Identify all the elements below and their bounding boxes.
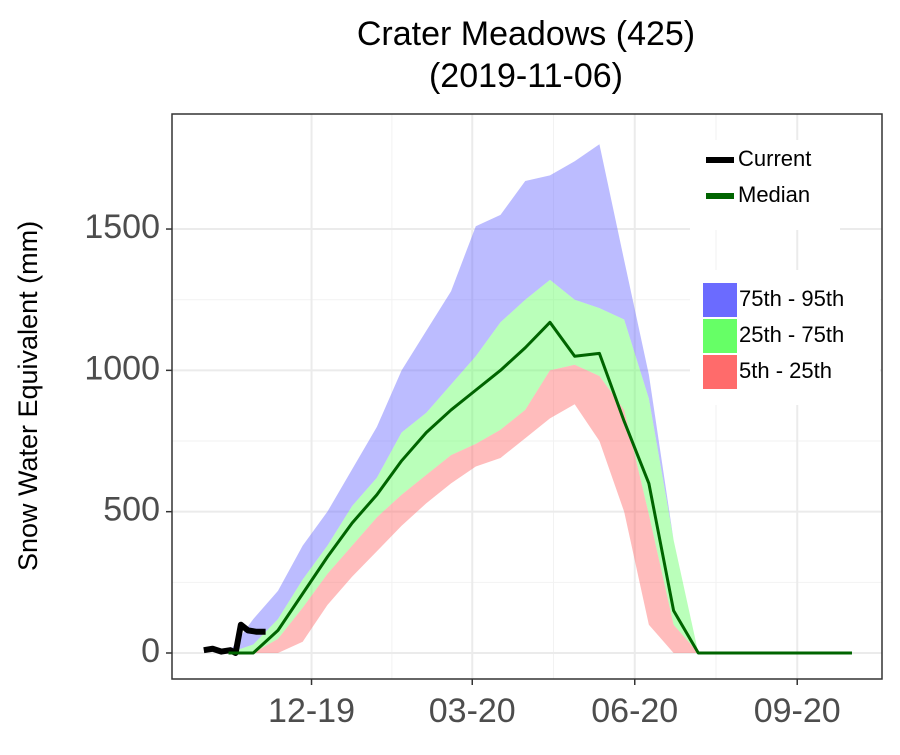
y-tick-label: 500 [103, 491, 160, 529]
chart-title: Crater Meadows (425) [357, 15, 695, 53]
x-tick-label: 09-20 [754, 692, 841, 730]
legend-label: 25th - 75th [739, 322, 844, 347]
legend-label: Current [738, 146, 811, 171]
x-tick-label: 12-19 [268, 692, 355, 730]
legend-key [703, 283, 737, 317]
y-tick-label: 1500 [84, 208, 160, 246]
percentile-band [228, 279, 852, 653]
legend-label: 75th - 95th [739, 286, 844, 311]
percentile-band [228, 144, 852, 653]
legend-key [703, 355, 737, 389]
legend-background [690, 140, 840, 230]
legend-key [703, 319, 737, 353]
legend-label: Median [738, 182, 810, 207]
x-tick-label: 03-20 [429, 692, 516, 730]
percentile-band [228, 364, 852, 653]
y-axis-label: Snow Water Equivalent (mm) [13, 221, 43, 571]
x-tick-label: 06-20 [591, 692, 678, 730]
series-line [228, 320, 852, 655]
y-tick-label: 0 [141, 632, 160, 670]
y-tick-label: 1000 [84, 349, 160, 387]
chart-subtitle: (2019-11-06) [429, 57, 623, 95]
plot-border [171, 113, 883, 680]
legend-label: 5th - 25th [739, 358, 832, 383]
